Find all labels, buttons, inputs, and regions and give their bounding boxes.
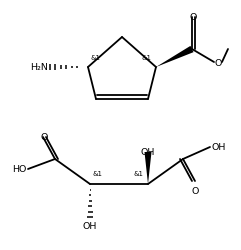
Text: O: O (40, 132, 48, 141)
Text: &1: &1 (90, 55, 100, 61)
Text: OH: OH (212, 143, 226, 152)
Text: H₂N: H₂N (30, 63, 48, 72)
Text: OH: OH (141, 148, 155, 156)
Text: &1: &1 (92, 170, 102, 176)
Text: HO: HO (12, 165, 26, 174)
Text: O: O (191, 186, 199, 195)
Text: O: O (215, 58, 222, 67)
Text: OH: OH (83, 221, 97, 230)
Text: &1: &1 (142, 55, 152, 61)
Text: O: O (189, 13, 197, 22)
Text: &1: &1 (134, 170, 144, 176)
Polygon shape (156, 47, 194, 68)
Polygon shape (145, 152, 152, 184)
